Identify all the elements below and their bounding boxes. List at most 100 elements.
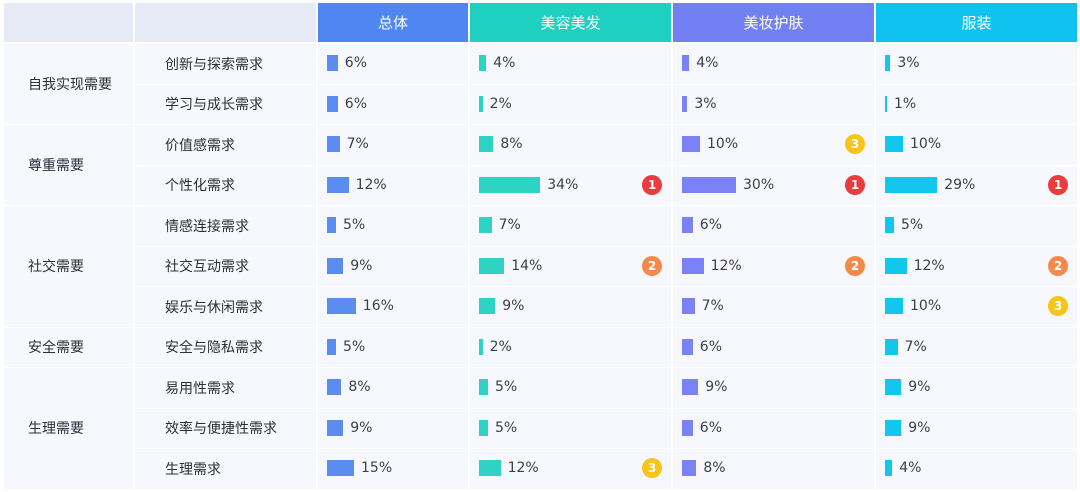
value-label: 9%	[908, 379, 931, 395]
row-label: 易用性需求	[135, 368, 316, 408]
bar	[682, 176, 736, 193]
category-label: 社交需要	[4, 206, 133, 327]
value-cell: 4%	[876, 449, 1077, 489]
value-cell: 3%	[876, 44, 1077, 84]
row-label: 价值感需求	[135, 125, 316, 165]
value-cell: 6%	[673, 206, 874, 246]
value-cell: 6%	[318, 84, 468, 124]
bar	[327, 176, 349, 193]
bar	[885, 338, 898, 355]
value-label: 6%	[699, 338, 723, 355]
bar	[327, 257, 344, 274]
value-cell: 12% 2	[876, 246, 1077, 286]
value-label: 4%	[696, 55, 719, 71]
column-header: 美妆护肤	[673, 3, 874, 42]
value-label: 4%	[493, 55, 516, 71]
bar	[327, 460, 354, 476]
value-label: 5%	[343, 338, 366, 355]
value-cell: 7%	[876, 327, 1077, 367]
value-cell: 10%	[876, 125, 1077, 165]
value-label: 10%	[707, 136, 739, 152]
bar	[327, 95, 338, 112]
value-label: 12%	[913, 257, 945, 274]
value-cell: 8%	[673, 449, 874, 489]
value-cell: 4%	[470, 44, 671, 84]
value-cell: 30% 1	[673, 165, 874, 205]
bar	[682, 95, 688, 112]
value-cell: 3%	[673, 84, 874, 124]
value-cell: 29% 1	[876, 165, 1077, 205]
value-cell: 2%	[470, 327, 671, 367]
bar	[479, 338, 483, 355]
rank-badge: 3	[642, 458, 662, 478]
bar	[479, 55, 487, 71]
row-label: 社交互动需求	[135, 246, 316, 286]
bar	[682, 136, 700, 152]
bar	[682, 338, 693, 355]
value-cell: 12% 2	[673, 246, 874, 286]
value-cell: 8%	[470, 125, 671, 165]
value-label: 6%	[344, 95, 368, 112]
row-label: 个性化需求	[135, 165, 316, 205]
value-label: 5%	[343, 217, 366, 233]
bar	[885, 298, 903, 314]
bar	[682, 217, 693, 233]
bar	[885, 419, 902, 436]
bar	[479, 176, 541, 193]
value-label: 9%	[350, 419, 373, 436]
value-label: 5%	[901, 217, 924, 233]
bar	[479, 298, 496, 314]
value-label: 1%	[894, 95, 917, 112]
bar	[682, 419, 693, 436]
value-cell: 9%	[318, 408, 468, 448]
category-label: 尊重需要	[4, 125, 133, 205]
value-cell: 9%	[318, 246, 468, 286]
value-label: 34%	[547, 176, 579, 193]
bar	[479, 95, 483, 112]
value-cell: 4%	[673, 44, 874, 84]
value-label: 9%	[705, 379, 728, 395]
bar	[479, 379, 488, 395]
value-cell: 6%	[673, 327, 874, 367]
value-cell: 5%	[470, 408, 671, 448]
rank-badge: 1	[845, 174, 865, 195]
bar	[682, 460, 697, 476]
row-label: 生理需求	[135, 449, 316, 489]
value-label: 4%	[899, 460, 922, 476]
value-label: 5%	[495, 419, 518, 436]
bar	[885, 217, 894, 233]
header-corner	[135, 3, 316, 42]
rank-badge: 1	[1048, 174, 1068, 195]
bar	[885, 136, 903, 152]
bar	[885, 257, 907, 274]
value-label: 7%	[701, 298, 724, 314]
value-label: 8%	[348, 379, 371, 395]
value-label: 7%	[346, 136, 369, 152]
value-cell: 9%	[673, 368, 874, 408]
bar	[479, 257, 505, 274]
value-cell: 15%	[318, 449, 468, 489]
bar	[682, 55, 690, 71]
value-label: 30%	[743, 176, 775, 193]
value-label: 12%	[355, 176, 387, 193]
bar	[327, 338, 336, 355]
value-cell: 9%	[876, 368, 1077, 408]
value-cell: 6%	[673, 408, 874, 448]
row-label: 创新与探索需求	[135, 44, 316, 84]
value-label: 9%	[908, 419, 931, 436]
bar	[885, 55, 891, 71]
bar	[479, 460, 501, 476]
value-label: 2%	[489, 338, 512, 355]
value-label: 8%	[500, 136, 523, 152]
row-label: 安全与隐私需求	[135, 327, 316, 367]
value-label: 10%	[910, 298, 942, 314]
row-label: 情感连接需求	[135, 206, 316, 246]
value-cell: 34% 1	[470, 165, 671, 205]
value-label: 3%	[897, 55, 920, 71]
bar	[479, 136, 494, 152]
value-cell: 7%	[318, 125, 468, 165]
value-label: 10%	[910, 136, 942, 152]
rank-badge: 2	[642, 255, 662, 276]
bar	[479, 419, 488, 436]
